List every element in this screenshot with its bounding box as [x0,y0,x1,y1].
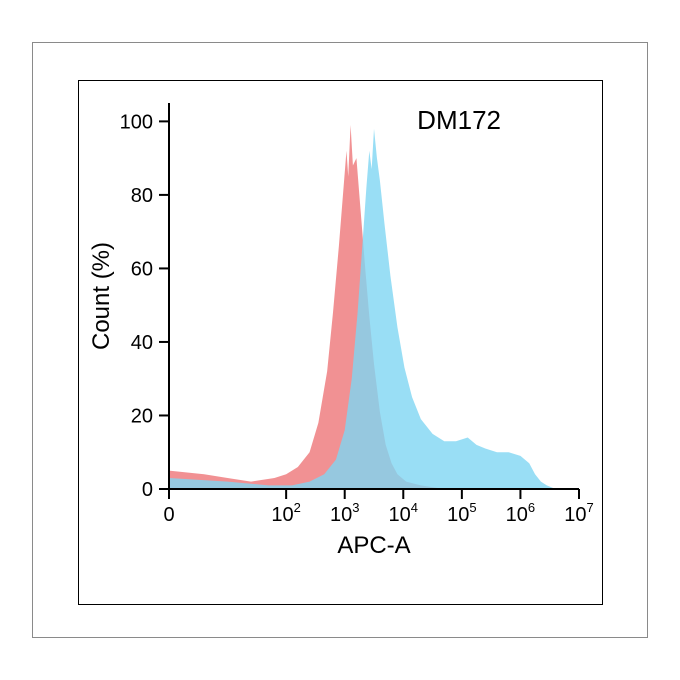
y-tick-label: 60 [131,258,153,280]
histogram-blue [169,129,556,489]
inner-frame: 0 102 103 104 105 106 107 APC-A 0 20 40 60 80 100 Coun… [78,80,603,605]
x-tick-label: 105 [447,500,476,526]
x-axis-title: APC-A [337,532,410,559]
y-tick-label: 40 [131,332,153,354]
x-tick-label: 102 [271,500,300,526]
x-tick-label: 104 [389,500,418,526]
y-tick-label: 0 [142,479,153,501]
y-tick-label: 100 [120,111,153,133]
y-axis-title: Count (%) [88,242,115,350]
x-tick-label: 107 [564,500,593,526]
x-tick-label: 103 [330,500,359,526]
x-tick-label: 0 [163,504,174,526]
series-group [169,125,556,489]
y-tick-label: 80 [131,185,153,207]
panel-label: DM172 [417,105,501,135]
y-tick-label: 20 [131,405,153,427]
x-tick-label: 106 [506,500,535,526]
flow-cytometry-chart: 0 102 103 104 105 106 107 APC-A 0 20 40 60 80 100 Coun… [79,81,604,606]
